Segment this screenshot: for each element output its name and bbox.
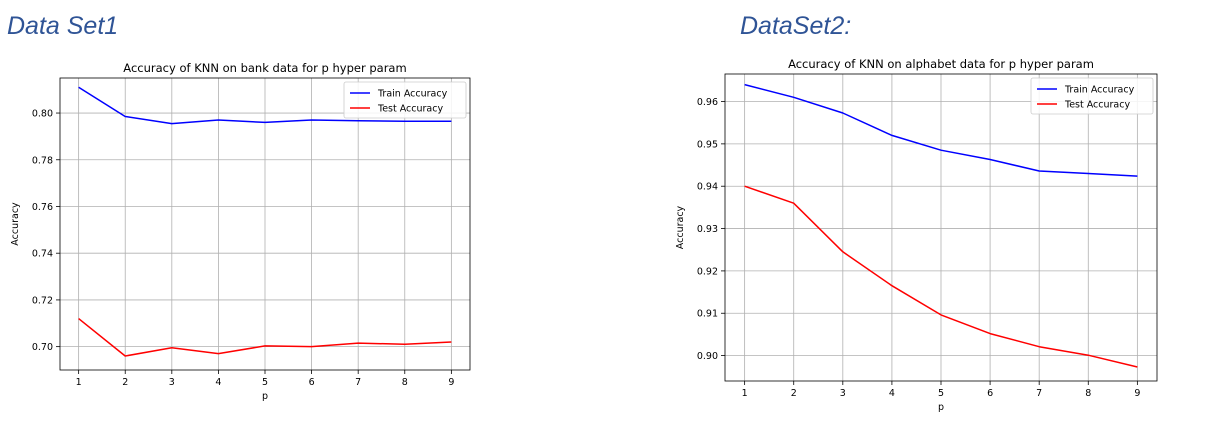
y-tick-label: 0.76 [32, 202, 53, 213]
y-tick-label: 0.96 [697, 97, 718, 108]
legend-box [1030, 77, 1154, 115]
y-tick-label: 0.94 [697, 182, 718, 193]
legend-label: Train Accuracy [377, 89, 448, 100]
dataset2-heading: DataSet2: [740, 12, 852, 40]
x-tick-label: 5 [262, 377, 268, 388]
y-tick-label: 0.92 [697, 266, 718, 277]
x-tick-label: 2 [122, 377, 128, 388]
y-tick-label: 0.93 [697, 224, 718, 235]
x-tick-label: 9 [448, 377, 454, 388]
y-tick-label: 0.72 [32, 295, 53, 306]
series-line-test-accuracy [744, 185, 1138, 368]
legend-label: Test Accuracy [1064, 100, 1130, 111]
x-tick-label: 1 [742, 388, 748, 399]
y-tick-label: 0.90 [697, 351, 718, 362]
legend-box [343, 81, 467, 119]
y-tick-label: 0.80 [32, 109, 53, 120]
dataset1-heading: Data Set1 [7, 12, 119, 40]
series-line-train-accuracy [744, 83, 1138, 177]
x-tick-label: 4 [215, 377, 221, 388]
x-tick-label: 4 [889, 388, 895, 399]
x-tick-label: 8 [402, 377, 408, 388]
chart-title: Accuracy of KNN on alphabet data for p h… [788, 57, 1094, 71]
legend-label: Train Accuracy [1064, 85, 1135, 96]
x-tick-label: 3 [840, 388, 846, 399]
y-tick-label: 0.70 [32, 342, 53, 353]
alphabet-accuracy-chart: 1 2 3 4 5 6 7 8 9 0.90 0.91 0.92 0.93 0.94 0.95 0.96 Acc… [675, 57, 1158, 413]
y-axis-label: Accuracy [675, 205, 686, 249]
x-tick-label: 5 [938, 388, 944, 399]
bank-accuracy-chart: 1 2 3 4 5 6 7 8 9 0.70 0.72 0.74 0.76 0.78 0.80 Accurac… [10, 61, 471, 402]
x-tick-label: 1 [76, 377, 82, 388]
series-line-test-accuracy [78, 318, 452, 357]
x-tick-label: 7 [1036, 388, 1042, 399]
x-axis-label: p [262, 391, 268, 402]
y-tick-label: 0.91 [697, 309, 718, 320]
x-tick-label: 9 [1134, 388, 1140, 399]
x-tick-label: 2 [791, 388, 797, 399]
x-axis-label: p [938, 402, 944, 413]
x-tick-label: 6 [309, 377, 315, 388]
x-tick-label: 3 [169, 377, 175, 388]
x-tick-label: 7 [355, 377, 361, 388]
y-tick-label: 0.95 [697, 139, 718, 150]
x-tick-label: 6 [987, 388, 993, 399]
y-tick-label: 0.78 [32, 155, 53, 166]
y-tick-label: 0.74 [32, 249, 53, 260]
series-line-train-accuracy [78, 86, 452, 125]
x-tick-label: 8 [1085, 388, 1091, 399]
chart-title: Accuracy of KNN on bank data for p hyper… [123, 61, 406, 75]
y-axis-label: Accuracy [10, 202, 21, 246]
legend-label: Test Accuracy [377, 104, 443, 115]
